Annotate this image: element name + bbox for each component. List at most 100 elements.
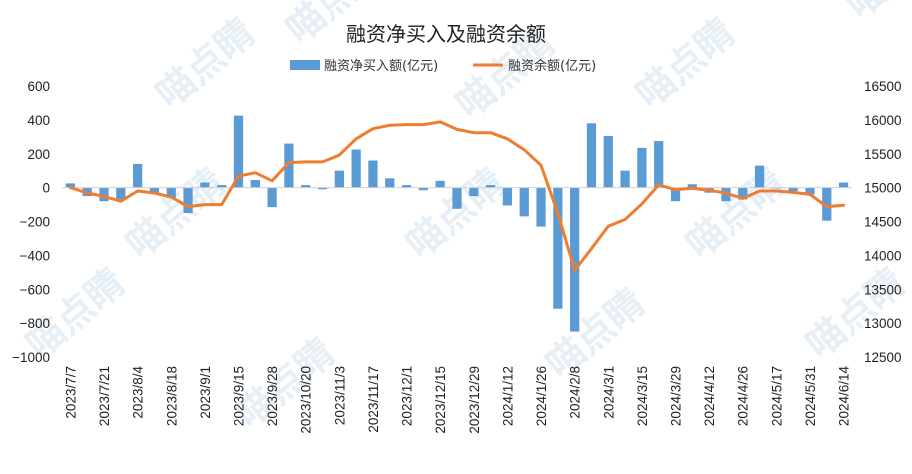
bar	[166, 187, 176, 198]
right-axis-tick-label: 13500	[864, 282, 902, 297]
line-point	[220, 203, 223, 206]
bar-series	[65, 115, 849, 332]
line-point	[808, 193, 812, 196]
left-axis-tick-label: 200	[27, 147, 50, 162]
line-point	[304, 160, 307, 164]
line-point	[136, 189, 139, 193]
line-point	[254, 171, 257, 174]
bar	[738, 187, 748, 200]
line-point	[607, 225, 610, 228]
line-point	[674, 188, 677, 191]
legend-bar-swatch	[290, 60, 320, 70]
bar	[570, 187, 580, 332]
right-axis-tick-label: 15500	[864, 147, 902, 162]
bar	[368, 160, 378, 188]
bar	[469, 187, 479, 197]
watermark-text: 喵点睛	[398, 160, 514, 267]
bar	[116, 187, 126, 200]
bar	[519, 187, 529, 217]
line-point	[758, 189, 761, 193]
bar	[418, 187, 429, 191]
right-y-axis: 12500 13000 13500 14000 14500 15000 15500 16000…	[864, 79, 902, 365]
bar	[788, 187, 798, 192]
line-point	[321, 160, 324, 164]
x-axis-tick-label: 2023/9/1	[198, 366, 213, 419]
right-axis-tick-label: 13000	[864, 316, 902, 331]
line-point	[472, 131, 476, 134]
x-axis-tick-label: 2024/5/31	[803, 366, 818, 426]
bar	[401, 185, 412, 188]
x-axis-tick-label: 2023/11/3	[332, 366, 347, 425]
line-point	[170, 195, 173, 199]
x-axis-tick-label: 2023/7/21	[97, 366, 112, 426]
legend-line-label: 融资余额(亿元)	[508, 58, 596, 74]
bar	[267, 187, 277, 208]
bar	[99, 187, 109, 202]
left-axis-tick-label: −200	[20, 215, 50, 230]
line-point	[270, 179, 274, 183]
line-point	[623, 218, 627, 221]
bar	[670, 187, 681, 202]
left-axis-tick-label: 0	[42, 181, 50, 196]
line-point	[102, 195, 106, 198]
line-point	[691, 187, 694, 190]
right-axis-tick-label: 16500	[864, 79, 902, 94]
line-point	[354, 137, 358, 141]
bar	[65, 183, 76, 188]
line-point	[640, 202, 644, 206]
x-axis-tick-label: 2023/7/7	[63, 366, 78, 419]
bar	[553, 187, 563, 309]
line-point	[724, 191, 728, 195]
bar	[385, 178, 395, 188]
x-axis-tick-label: 2023/12/1	[400, 366, 415, 426]
line-point	[523, 148, 526, 151]
line-point	[657, 183, 660, 187]
chart-title: 融资净买入及融资余额	[346, 22, 546, 46]
bar	[485, 185, 496, 188]
bar	[637, 147, 647, 188]
line-point	[825, 205, 828, 208]
x-axis-tick-label: 2024/4/26	[736, 366, 751, 426]
right-axis-tick-label: 14000	[864, 248, 902, 263]
bar	[586, 123, 597, 188]
bar	[317, 187, 328, 190]
bar	[233, 115, 244, 188]
bar	[133, 163, 143, 188]
x-axis-tick-label: 2023/9/28	[265, 366, 280, 426]
left-axis-tick-label: −800	[20, 316, 50, 331]
line-point	[203, 203, 207, 206]
x-axis-tick-label: 2024/2/8	[568, 366, 583, 419]
line-point	[69, 186, 72, 189]
bar	[334, 170, 344, 188]
line-point	[556, 212, 560, 215]
line-point	[455, 128, 459, 131]
x-axis-tick-label: 2024/1/12	[500, 366, 515, 426]
bar	[805, 187, 815, 195]
watermark-text: 喵点睛	[678, 160, 794, 267]
line-point	[791, 191, 795, 194]
line-point	[422, 123, 425, 126]
bar	[301, 185, 311, 188]
bar	[603, 135, 613, 188]
watermark-text: 喵点睛	[838, 0, 912, 27]
legend: 融资净买入额(亿元) 融资余额(亿元)	[290, 58, 596, 74]
x-axis-tick-label: 2023/11/17	[366, 366, 381, 433]
x-axis-tick-label: 2023/12/29	[467, 366, 482, 434]
left-axis-tick-label: −400	[20, 248, 50, 263]
left-axis-tick-label: 600	[27, 79, 50, 94]
bar	[620, 170, 630, 188]
x-axis-tick-label: 2024/5/17	[769, 366, 784, 426]
left-axis-tick-label: 400	[27, 113, 50, 128]
bar	[149, 187, 160, 193]
line-point	[186, 205, 190, 208]
bar	[200, 182, 210, 188]
line-point	[573, 269, 576, 272]
x-axis-tick-label: 2023/8/4	[131, 366, 146, 419]
x-axis-tick-label: 2024/4/12	[702, 366, 717, 426]
x-axis-tick-label: 2023/10/20	[299, 366, 314, 434]
left-axis-tick-label: −600	[20, 282, 50, 297]
right-axis-tick-label: 12500	[864, 350, 902, 365]
line-point	[287, 161, 291, 164]
line-point	[775, 189, 778, 193]
line-point	[405, 123, 408, 126]
